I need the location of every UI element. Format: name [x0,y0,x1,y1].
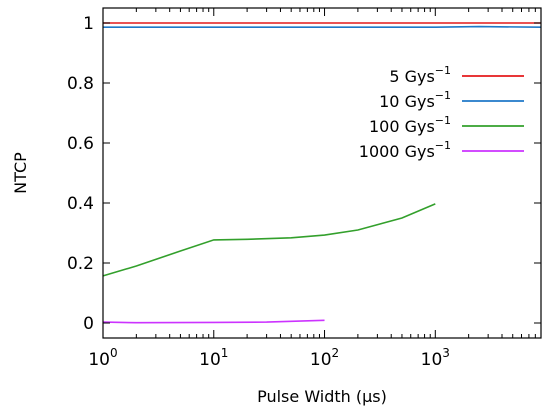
legend-series-name: 5 Gys [389,67,434,86]
legend-label: 1000 Gys−1 [359,139,451,161]
x-tick-exponent: 2 [332,346,340,360]
x-tick-base: 10 [421,350,443,370]
legend-label: 10 Gys−1 [379,89,451,111]
legend-item: 100 Gys−1 [369,114,524,136]
legend-item: 10 Gys−1 [379,89,524,111]
series-layer [102,22,542,324]
y-tick-label: 1 [83,14,94,34]
x-tick-base: 10 [310,350,332,370]
y-axis-label: NTCP [11,152,30,194]
series-line-2 [102,203,436,277]
y-tick-label: 0.8 [67,74,94,94]
legend-series-name: 1000 Gys [359,142,435,161]
legend-series-name: 100 Gys [369,117,435,136]
legend-label: 5 Gys−1 [389,64,451,86]
legend-label: 100 Gys−1 [369,114,451,136]
x-tick-base: 10 [88,350,110,370]
series-line-3 [102,319,325,324]
legend-item: 5 Gys−1 [389,64,524,86]
y-tick-label: 0.6 [67,134,94,154]
x-tick-exponent: 0 [110,346,118,360]
x-tick-label: 102 [310,346,339,370]
x-tick-label: 100 [88,346,117,370]
legend-unit-exponent: −1 [435,139,451,152]
legend-unit-exponent: −1 [435,114,451,127]
x-tick-exponent: 1 [221,346,229,360]
series-line-1 [103,25,542,28]
y-tick-label: 0 [83,314,94,334]
x-axis: 100 101 102 103 [88,8,542,370]
x-tick-label: 103 [421,346,450,370]
y-axis: 0 0.2 0.4 0.6 0.8 1 [67,14,541,334]
x-tick-exponent: 3 [442,346,450,360]
x-axis-label: Pulse Width (μs) [257,387,387,406]
y-tick-label: 0.2 [67,254,94,274]
y-tick-label: 0.4 [67,194,94,214]
plot-frame [102,7,542,339]
x-tick-base: 10 [199,350,221,370]
legend-series-name: 10 Gys [379,92,435,111]
legend-unit-exponent: −1 [435,89,451,102]
legend-item: 1000 Gys−1 [359,139,524,161]
legend-unit-exponent: −1 [435,64,451,77]
x-tick-label: 101 [199,346,228,370]
